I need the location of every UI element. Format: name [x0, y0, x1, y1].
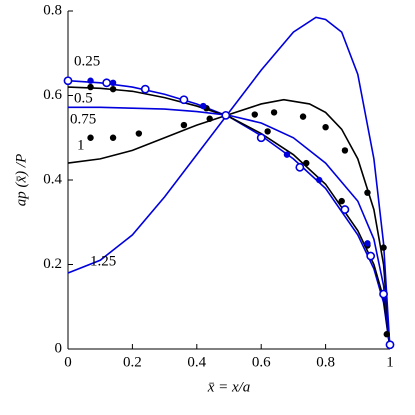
- x-tick-label: 0.8: [316, 354, 335, 370]
- curve: [67, 79, 391, 350]
- x-tick-label: 0: [64, 354, 72, 370]
- data-point: [179, 95, 189, 105]
- data-point: [109, 79, 117, 87]
- data-point: [63, 76, 73, 86]
- curve-label: 0.75: [70, 111, 96, 127]
- data-point: [221, 110, 231, 120]
- data-point: [102, 78, 112, 88]
- x-axis-label: x̄ = x/a: [207, 379, 251, 395]
- data-point: [87, 77, 94, 84]
- data-point: [87, 83, 94, 91]
- curve-label: 0.5: [74, 90, 93, 106]
- curve-label: 0.25: [74, 53, 100, 69]
- curve: [67, 98, 391, 350]
- data-point: [322, 123, 329, 131]
- x-tick-label: 0.2: [123, 354, 142, 370]
- x-tick-label: 1: [386, 354, 394, 370]
- curve-label: 1: [77, 137, 85, 153]
- curve: [67, 86, 391, 350]
- data-point: [180, 121, 188, 129]
- data-point: [338, 197, 345, 205]
- data-point: [385, 340, 395, 350]
- data-point: [87, 134, 94, 141]
- data-point: [256, 133, 266, 143]
- data-point: [315, 176, 323, 184]
- data-point: [380, 244, 387, 251]
- x-tick-label: 0.6: [252, 354, 271, 370]
- y-tick-label: 0.8: [43, 2, 62, 18]
- data-point: [299, 113, 307, 120]
- curve-label: 1.25: [90, 253, 116, 269]
- y-tick-label: 0.2: [43, 256, 62, 272]
- y-axis-label: ap (x̄) /P: [13, 154, 29, 206]
- data-point: [140, 84, 150, 94]
- data-point: [341, 147, 349, 154]
- data-point: [264, 128, 271, 135]
- data-point: [206, 115, 213, 122]
- x-tick-label: 0.4: [187, 354, 206, 370]
- data-point: [109, 134, 117, 141]
- curve: [68, 106, 391, 350]
- y-tick-label: 0: [55, 340, 63, 356]
- data-point: [109, 85, 117, 93]
- data-point: [383, 331, 390, 338]
- data-point: [379, 289, 388, 299]
- y-tick-label: 0.4: [43, 171, 62, 187]
- data-point: [340, 205, 350, 214]
- data-point: [200, 102, 207, 110]
- data-point: [303, 159, 310, 167]
- data-point: [364, 240, 371, 247]
- y-tick-label: 0.6: [43, 87, 62, 103]
- data-point: [135, 130, 143, 137]
- data-point: [364, 189, 371, 196]
- curve: [67, 16, 391, 350]
- data-point: [295, 162, 305, 172]
- data-point: [270, 109, 278, 116]
- data-point: [283, 151, 291, 158]
- data-point: [251, 111, 258, 118]
- data-point: [366, 251, 376, 261]
